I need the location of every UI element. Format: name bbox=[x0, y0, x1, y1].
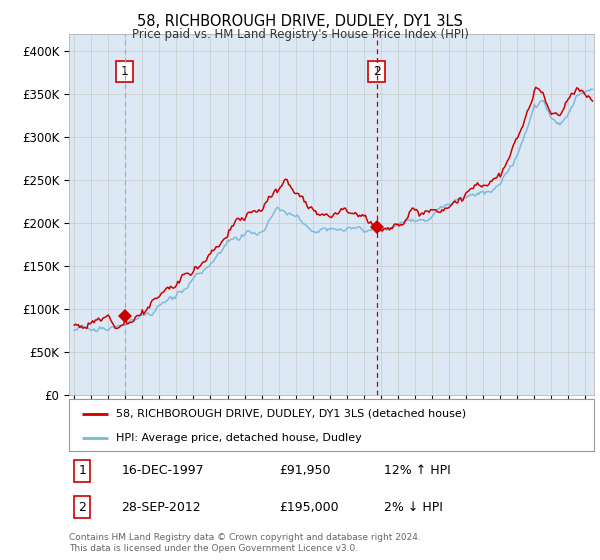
Text: 58, RICHBOROUGH DRIVE, DUDLEY, DY1 3LS: 58, RICHBOROUGH DRIVE, DUDLEY, DY1 3LS bbox=[137, 14, 463, 29]
FancyBboxPatch shape bbox=[69, 399, 594, 451]
Text: Price paid vs. HM Land Registry's House Price Index (HPI): Price paid vs. HM Land Registry's House … bbox=[131, 28, 469, 41]
Text: HPI: Average price, detached house, Dudley: HPI: Average price, detached house, Dudl… bbox=[116, 433, 362, 443]
Text: £195,000: £195,000 bbox=[279, 501, 338, 514]
Text: 2% ↓ HPI: 2% ↓ HPI bbox=[384, 501, 443, 514]
Text: £91,950: £91,950 bbox=[279, 464, 331, 478]
Text: 1: 1 bbox=[121, 65, 128, 78]
Text: 1: 1 bbox=[78, 464, 86, 478]
Text: 2: 2 bbox=[78, 501, 86, 514]
Text: 58, RICHBOROUGH DRIVE, DUDLEY, DY1 3LS (detached house): 58, RICHBOROUGH DRIVE, DUDLEY, DY1 3LS (… bbox=[116, 409, 466, 419]
Text: 12% ↑ HPI: 12% ↑ HPI bbox=[384, 464, 451, 478]
Text: 28-SEP-2012: 28-SEP-2012 bbox=[121, 501, 201, 514]
Text: 16-DEC-1997: 16-DEC-1997 bbox=[121, 464, 204, 478]
Text: 2: 2 bbox=[373, 65, 380, 78]
Text: Contains HM Land Registry data © Crown copyright and database right 2024.
This d: Contains HM Land Registry data © Crown c… bbox=[69, 533, 421, 553]
